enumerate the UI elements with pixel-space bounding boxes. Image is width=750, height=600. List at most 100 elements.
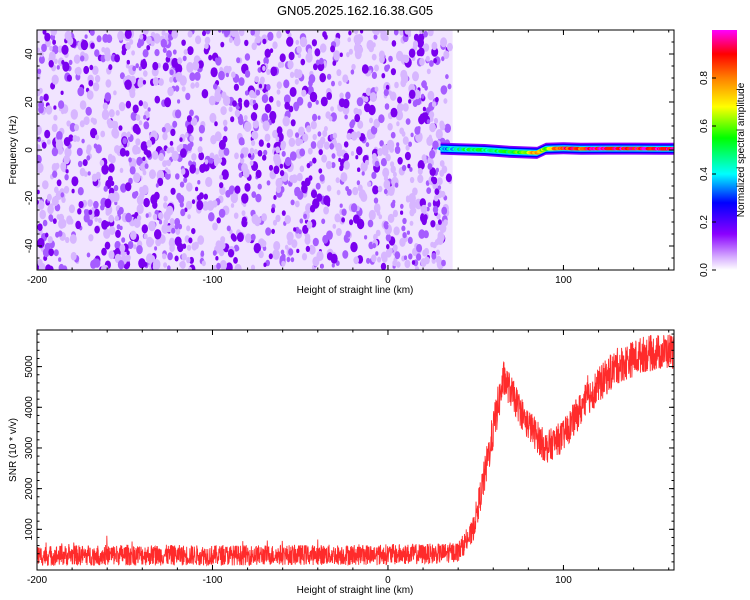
- noise-blob: [325, 160, 333, 170]
- noise-blob: [37, 136, 42, 143]
- noise-blob: [349, 219, 354, 226]
- noise-blob: [272, 249, 280, 260]
- noise-blob: [186, 115, 192, 123]
- noise-blob: [334, 213, 341, 223]
- noise-blob: [37, 223, 43, 231]
- noise-blob: [114, 145, 121, 154]
- noise-blob: [262, 245, 267, 251]
- noise-blob: [380, 262, 387, 270]
- noise-blob: [142, 156, 146, 161]
- noise-blob: [203, 193, 208, 200]
- noise-blob: [345, 230, 351, 238]
- noise-blob: [295, 39, 300, 45]
- noise-blob: [238, 101, 242, 107]
- noise-blob: [167, 252, 173, 261]
- noise-blob: [119, 72, 125, 80]
- noise-blob: [268, 96, 274, 103]
- noise-blob: [101, 109, 110, 120]
- noise-blob: [105, 79, 112, 88]
- noise-blob: [279, 53, 286, 63]
- noise-blob: [146, 139, 152, 148]
- noise-blob: [82, 159, 88, 167]
- noise-blob: [251, 140, 256, 146]
- noise-blob: [409, 220, 414, 226]
- noise-blob: [275, 136, 280, 142]
- noise-blob: [304, 236, 311, 245]
- noise-blob: [54, 186, 59, 194]
- noise-blob: [228, 37, 233, 43]
- noise-blob: [272, 219, 278, 226]
- noise-blob: [218, 208, 226, 218]
- noise-blob: [120, 183, 127, 193]
- noise-blob: [70, 251, 77, 261]
- noise-blob: [219, 182, 224, 189]
- noise-blob: [69, 234, 77, 244]
- noise-blob: [216, 262, 221, 270]
- noise-blob: [383, 188, 388, 195]
- noise-blob: [388, 247, 393, 254]
- noise-blob: [239, 157, 245, 164]
- noise-blob: [326, 252, 333, 261]
- noise-blob: [343, 152, 350, 161]
- noise-blob: [187, 214, 191, 220]
- noise-blob: [417, 167, 423, 175]
- noise-blob: [108, 155, 113, 163]
- noise-blob: [128, 157, 132, 163]
- noise-blob: [200, 251, 205, 257]
- noise-blob: [86, 144, 92, 152]
- noise-blob: [284, 244, 289, 250]
- noise-blob: [189, 72, 196, 81]
- noise-blob: [440, 234, 445, 242]
- noise-blob: [377, 147, 383, 157]
- noise-blob: [162, 132, 168, 141]
- noise-blob: [322, 234, 329, 244]
- noise-blob: [53, 114, 58, 121]
- noise-blob: [85, 106, 92, 116]
- noise-blob: [307, 48, 313, 55]
- noise-blob: [209, 157, 214, 164]
- spectrogram-xlabel: Height of straight line (km): [297, 285, 414, 296]
- noise-blob: [312, 237, 319, 247]
- noise-blob: [322, 129, 328, 138]
- noise-blob: [232, 100, 237, 107]
- noise-blob: [89, 64, 94, 71]
- noise-blob: [444, 123, 452, 133]
- noise-blob: [117, 30, 125, 41]
- figure-title: GN05.2025.162.16.38.G05: [277, 3, 433, 18]
- noise-blob: [419, 57, 425, 66]
- noise-blob: [145, 213, 149, 218]
- noise-blob: [400, 210, 404, 215]
- noise-blob: [164, 167, 169, 173]
- noise-blob: [57, 230, 63, 237]
- noise-blob: [174, 109, 182, 119]
- noise-blob: [160, 38, 167, 48]
- noise-blob: [257, 150, 263, 157]
- noise-blob: [161, 126, 166, 133]
- noise-blob: [142, 79, 147, 85]
- noise-blob: [371, 171, 377, 179]
- noise-blob: [221, 169, 229, 180]
- noise-blob: [48, 51, 56, 61]
- noise-blob: [386, 139, 395, 151]
- x-tick-label: 100: [555, 575, 572, 586]
- noise-blob: [163, 202, 168, 209]
- noise-blob: [58, 257, 62, 262]
- noise-blob: [320, 263, 325, 269]
- noise-blob: [271, 228, 275, 234]
- noise-blob: [75, 66, 82, 76]
- noise-blob: [252, 102, 259, 111]
- noise-blob: [429, 167, 436, 177]
- noise-blob: [233, 212, 239, 219]
- noise-blob: [39, 209, 46, 220]
- noise-blob: [216, 217, 221, 224]
- noise-blob: [417, 126, 421, 131]
- noise-blob: [113, 184, 119, 192]
- noise-blob: [238, 30, 245, 37]
- noise-blob: [426, 187, 432, 195]
- noise-blob: [167, 265, 171, 270]
- noise-blob: [244, 39, 249, 47]
- noise-blob: [433, 117, 439, 124]
- noise-blob: [378, 114, 385, 124]
- noise-blob: [185, 92, 191, 101]
- noise-blob: [326, 201, 331, 207]
